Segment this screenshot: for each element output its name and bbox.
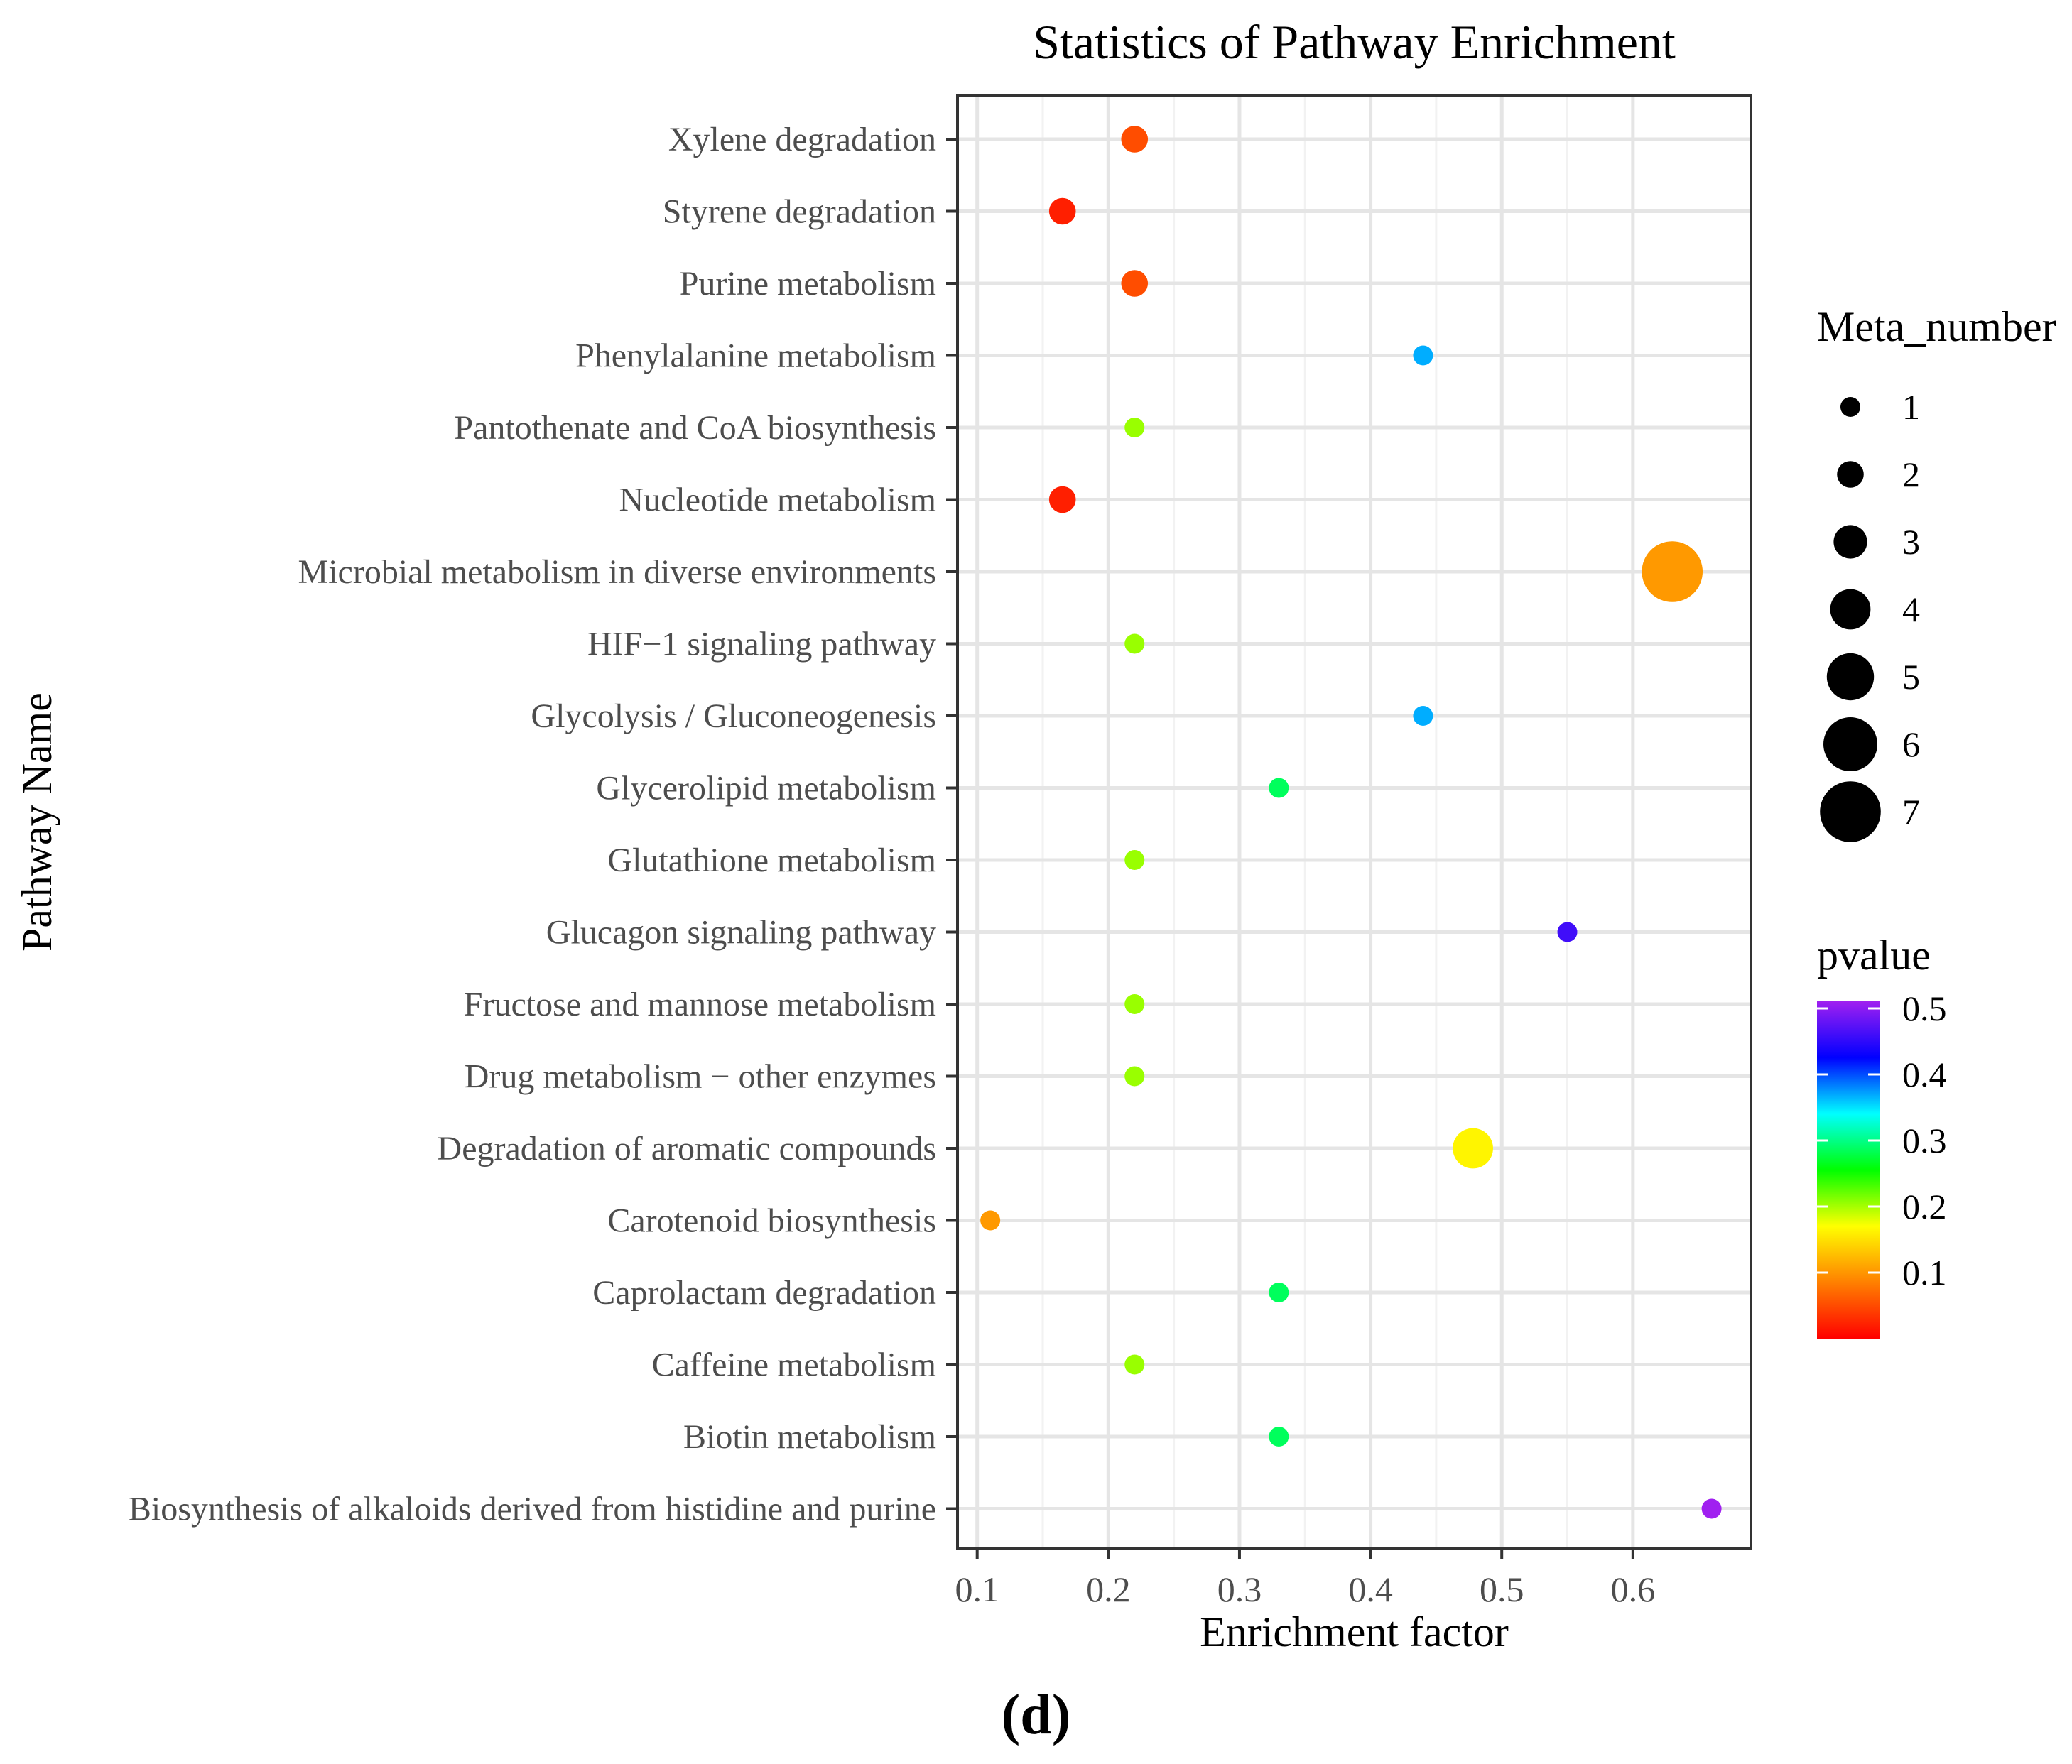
size-legend-key-6 [1823,717,1877,771]
size-legend-key-4 [1830,589,1871,630]
point-glucagon-signaling-pathway [1557,922,1578,942]
point-xylene-degradation [1121,126,1149,153]
data-points [980,126,1722,1519]
y-tick-label-hif-1-signaling-pathway: HIF−1 signaling pathway [587,626,936,663]
plot-panel [958,96,1751,1548]
point-carotenoid-biosynthesis [980,1210,1001,1231]
plot-panel-background [958,96,1751,1548]
pvalue-colorbar [1817,1001,1880,1339]
point-microbial-metabolism-in-diverse-environments [1642,541,1703,602]
size-legend-key-5 [1826,653,1875,701]
x-tick-label: 0.1 [955,1569,999,1609]
point-glycerolipid-metabolism [1269,778,1289,798]
y-tick-label-glycolysis-gluconeogenesis: Glycolysis / Gluconeogenesis [531,697,936,735]
color-legend-label: 0.1 [1902,1253,1947,1292]
figure-caption: (d) [1001,1684,1071,1746]
point-styrene-degradation [1048,197,1076,225]
color-legend-label: 0.2 [1902,1187,1947,1226]
point-pantothenate-and-coa-biosynthesis [1124,418,1145,437]
color-legend-title: pvalue [1817,932,1931,979]
size-legend-key-7 [1820,781,1881,842]
size-legend-label: 2 [1902,454,1920,494]
y-tick-label-styrene-degradation: Styrene degradation [663,193,936,231]
size-legend-key-1 [1840,397,1860,417]
point-glycolysis-gluconeogenesis [1413,706,1433,726]
y-tick-label-glucagon-signaling-pathway: Glucagon signaling pathway [546,914,936,952]
y-tick-label-biosynthesis-of-alkaloids-derived-from-histidine-and-purine: Biosynthesis of alkaloids derived from h… [129,1491,936,1528]
grid-lines [956,94,1752,1550]
point-purine-metabolism [1121,270,1149,297]
axis-labels: Statistics of Pathway Enrichment Enrichme… [13,15,1676,1655]
y-tick-label-degradation-of-aromatic-compounds: Degradation of aromatic compounds [438,1130,936,1167]
point-caprolactam-degradation [1269,1283,1289,1302]
y-tick-label-biotin-metabolism: Biotin metabolism [683,1418,936,1456]
x-axis-title: Enrichment factor [1200,1608,1509,1655]
size-legend-label: 1 [1902,387,1920,427]
x-tick-label: 0.5 [1480,1569,1524,1609]
x-tick-label: 0.3 [1217,1569,1262,1609]
size-legend-key-3 [1833,525,1867,559]
point-phenylalanine-metabolism [1413,345,1433,366]
point-degradation-of-aromatic-compounds [1453,1128,1493,1169]
y-tick-label-fructose-and-mannose-metabolism: Fructose and mannose metabolism [464,986,936,1023]
x-tick-label: 0.4 [1348,1569,1393,1609]
size-legend-label: 5 [1902,657,1920,697]
y-tick-label-phenylalanine-metabolism: Phenylalanine metabolism [575,337,936,375]
y-tick-label-drug-metabolism-other-enzymes: Drug metabolism − other enzymes [465,1058,936,1096]
size-legend-key-2 [1837,461,1864,488]
y-tick-label-carotenoid-biosynthesis: Carotenoid biosynthesis [607,1202,936,1240]
y-tick-label-glycerolipid-metabolism: Glycerolipid metabolism [596,770,936,807]
axis-ticks: 0.1 0.2 0.3 0.4 0.5 0.6 Xylene degradation Styr… [129,121,1655,1609]
point-hif-1-signaling-pathway [1124,633,1145,654]
color-legend-label: 0.5 [1902,989,1947,1028]
point-caffeine-metabolism [1124,1354,1145,1375]
y-tick-label-caprolactam-degradation: Caprolactam degradation [592,1274,936,1312]
point-biosynthesis-of-alkaloids-derived-from-histidine-and-purine [1701,1498,1722,1519]
y-tick-label-glutathione-metabolism: Glutathione metabolism [607,842,936,879]
size-legend-label: 3 [1902,522,1920,562]
point-glutathione-metabolism [1124,850,1145,870]
y-tick-label-caffeine-metabolism: Caffeine metabolism [652,1346,936,1384]
y-tick-label-pantothenate-and-coa-biosynthesis: Pantothenate and CoA biosynthesis [454,409,936,447]
point-nucleotide-metabolism [1048,486,1076,513]
color-legend-label: 0.3 [1902,1121,1947,1160]
color-legend-label: 0.4 [1902,1055,1947,1094]
x-tick-label: 0.6 [1611,1569,1656,1609]
y-axis-title: Pathway Name [13,692,60,952]
plot-panel-border [956,94,1752,1550]
size-legend-label: 4 [1902,589,1920,629]
size-legend-label: 7 [1902,792,1920,832]
y-tick-label-nucleotide-metabolism: Nucleotide metabolism [619,481,936,519]
size-legend-label: 6 [1902,724,1920,764]
chart-title: Statistics of Pathway Enrichment [1033,15,1676,69]
y-tick-label-purine-metabolism: Purine metabolism [680,265,936,303]
point-fructose-and-mannose-metabolism [1124,994,1145,1014]
x-tick-label: 0.2 [1086,1569,1131,1609]
y-tick-label-microbial-metabolism-in-diverse-environments: Microbial metabolism in diverse environm… [298,553,936,591]
y-tick-label-xylene-degradation: Xylene degradation [668,121,936,158]
size-legend-title: Meta_number [1817,303,2056,350]
legends: Meta_number 1 2 3 4 5 6 7 pvalue 0.1 0.2 0.3 0.4 0.5 [1817,303,2056,1339]
point-drug-metabolism-other-enzymes [1124,1066,1145,1087]
point-biotin-metabolism [1269,1427,1289,1447]
